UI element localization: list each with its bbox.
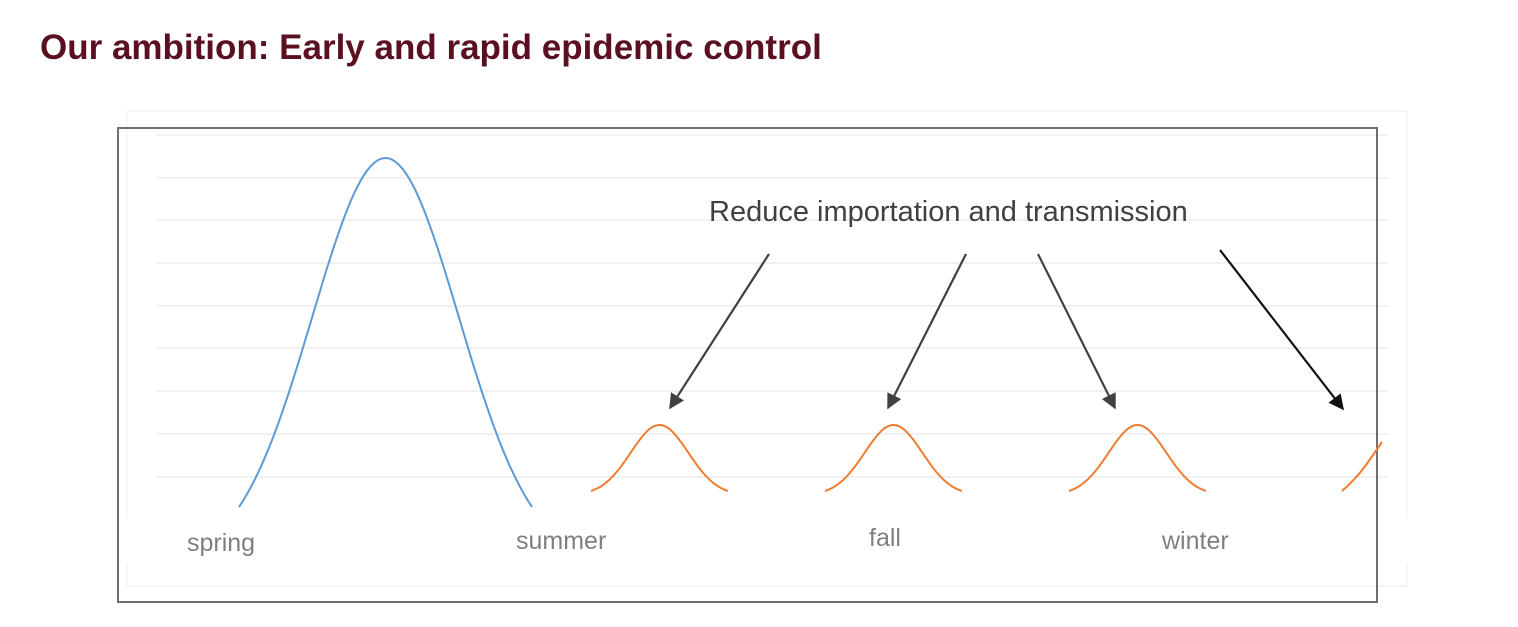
page-title: Our ambition: Early and rapid epidemic c… — [40, 28, 822, 67]
arrow-3 — [1037, 253, 1116, 410]
large-epidemic-wave — [238, 156, 533, 508]
gridlines — [157, 134, 1388, 478]
small-wave-partial — [1341, 441, 1383, 492]
small-wave-winter — [1068, 423, 1207, 492]
small-wave-fall — [824, 423, 963, 492]
annotation-text: Reduce importation and transmission — [709, 196, 1188, 228]
outer-frame — [117, 127, 1378, 603]
small-wave-summer — [590, 423, 729, 492]
season-label-summer: summer — [516, 527, 606, 555]
background-chart-frame — [126, 110, 1408, 587]
label-band — [126, 518, 1408, 564]
arrow-1 — [669, 253, 770, 410]
season-label-fall: fall — [869, 524, 901, 552]
season-label-spring: spring — [187, 529, 255, 557]
arrow-2 — [887, 253, 967, 410]
season-label-winter: winter — [1161, 527, 1229, 555]
arrow-4 — [1219, 249, 1344, 411]
